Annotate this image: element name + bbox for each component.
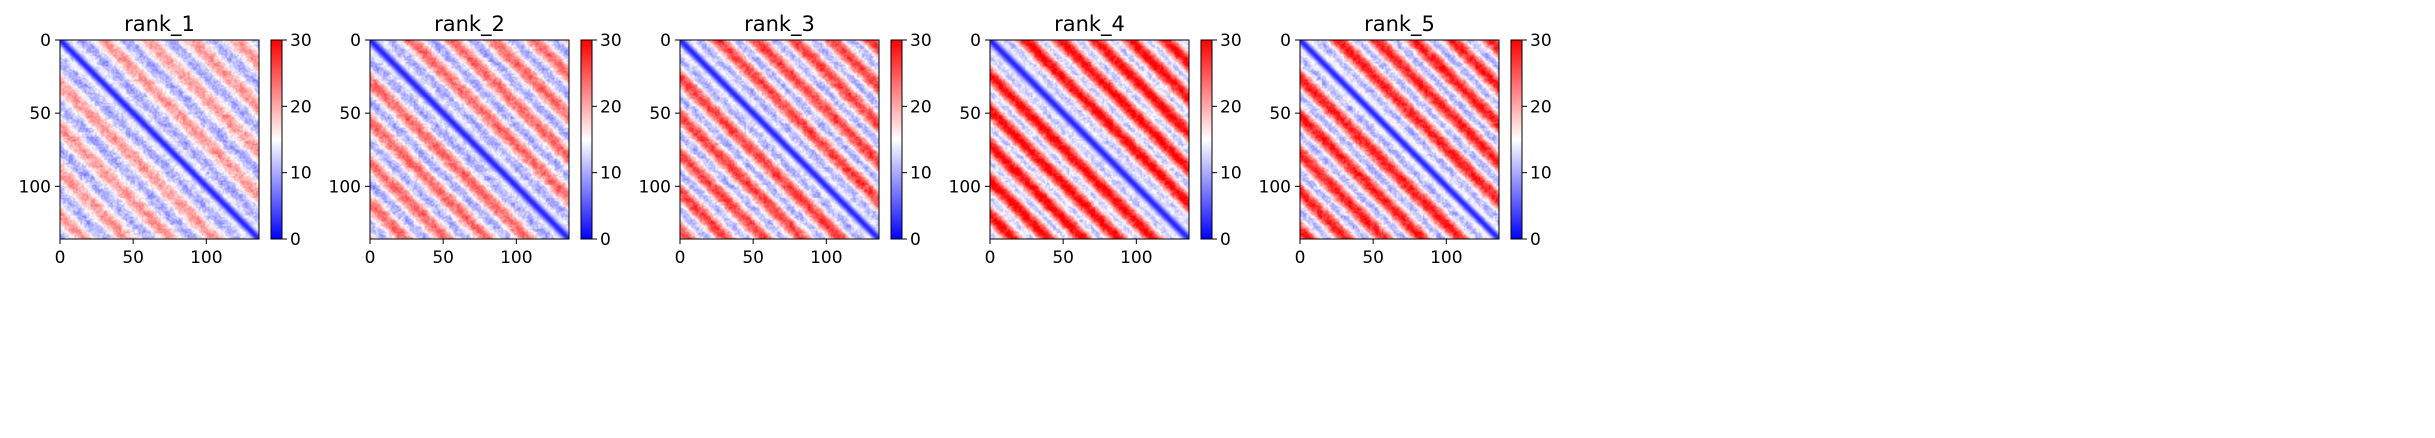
colorbar: [1200, 39, 1213, 240]
panel-title: rank_4: [1054, 12, 1125, 37]
y-tick-label: 50: [649, 104, 671, 124]
colorbar-tick-label: 10: [1530, 164, 1552, 184]
heatmap-image: [990, 40, 1189, 239]
plot-frame: [679, 39, 880, 240]
y-tick-label: 50: [29, 104, 51, 124]
y-tick-label: 0: [660, 31, 671, 51]
colorbar-tick-label: 10: [910, 164, 932, 184]
y-tick-label: 0: [40, 31, 51, 51]
colorbar-tick-label: 0: [1220, 230, 1231, 250]
panel-title: rank_1: [124, 12, 195, 37]
y-tick-label: 0: [350, 31, 361, 51]
x-tick-label: 100: [1120, 248, 1152, 268]
y-tick-label: 0: [970, 31, 981, 51]
heatmap-panel: rank_1 0 50 100 0 50 100 0 10 20 30: [19, 12, 312, 268]
y-tick-label: 100: [1259, 177, 1291, 197]
colorbar-tick-label: 20: [910, 97, 932, 117]
plot-frame: [369, 39, 570, 240]
heatmap-image: [1300, 40, 1499, 239]
x-tick-label: 50: [742, 248, 764, 268]
heatmap-image: [60, 40, 259, 239]
colorbar: [890, 39, 903, 240]
colorbar-tick-label: 0: [910, 230, 921, 250]
colorbar-tick-label: 10: [290, 164, 312, 184]
colorbar-tick-label: 30: [290, 31, 312, 51]
x-tick-label: 50: [122, 248, 144, 268]
colorbar-tick-label: 10: [600, 164, 622, 184]
heatmap-panel: rank_3 0 50 100 0 50 100 0 10 20 30: [639, 12, 932, 268]
colorbar-tick-label: 10: [1220, 164, 1242, 184]
x-tick-label: 0: [675, 248, 686, 268]
y-tick-label: 0: [1280, 31, 1291, 51]
heatmap-image: [370, 40, 569, 239]
colorbar-tick-label: 30: [910, 31, 932, 51]
colorbar: [1510, 39, 1523, 240]
colorbar-tick-label: 20: [600, 97, 622, 117]
x-tick-label: 0: [1295, 248, 1306, 268]
plot-frame: [1299, 39, 1500, 240]
colorbar-tick-label: 0: [1530, 230, 1541, 250]
colorbar: [270, 39, 283, 240]
x-tick-label: 50: [1362, 248, 1384, 268]
y-tick-label: 50: [339, 104, 361, 124]
plot-frame: [59, 39, 260, 240]
x-tick-label: 0: [365, 248, 376, 268]
x-tick-label: 100: [1430, 248, 1462, 268]
colorbar-tick-label: 30: [1530, 31, 1552, 51]
panel-title: rank_2: [434, 12, 505, 37]
y-tick-label: 100: [329, 177, 361, 197]
x-tick-label: 50: [1052, 248, 1074, 268]
panel-title: rank_5: [1364, 12, 1435, 37]
y-tick-label: 100: [949, 177, 981, 197]
y-tick-label: 100: [639, 177, 671, 197]
plot-frame: [989, 39, 1190, 240]
colorbar-tick-label: 30: [1220, 31, 1242, 51]
colorbar: [580, 39, 593, 240]
x-tick-label: 0: [985, 248, 996, 268]
colorbar-tick-label: 0: [600, 230, 611, 250]
heatmap-image: [680, 40, 879, 239]
colorbar-tick-label: 20: [1220, 97, 1242, 117]
heatmap-panel: rank_2 0 50 100 0 50 100 0 10 20 30: [329, 12, 622, 268]
x-tick-label: 100: [810, 248, 842, 268]
x-tick-label: 0: [55, 248, 66, 268]
colorbar-tick-label: 30: [600, 31, 622, 51]
heatmap-panel: rank_5 0 50 100 0 50 100 0 10 20 30: [1259, 12, 1552, 268]
y-tick-label: 50: [1269, 104, 1291, 124]
heatmap-panel: rank_4 0 50 100 0 50 100 0 10 20 30: [949, 12, 1242, 268]
y-tick-label: 50: [959, 104, 981, 124]
x-tick-label: 100: [190, 248, 222, 268]
colorbar-tick-label: 20: [1530, 97, 1552, 117]
x-tick-label: 50: [432, 248, 454, 268]
x-tick-label: 100: [500, 248, 532, 268]
colorbar-tick-label: 0: [290, 230, 301, 250]
panel-title: rank_3: [744, 12, 815, 37]
y-tick-label: 100: [19, 177, 51, 197]
colorbar-tick-label: 20: [290, 97, 312, 117]
